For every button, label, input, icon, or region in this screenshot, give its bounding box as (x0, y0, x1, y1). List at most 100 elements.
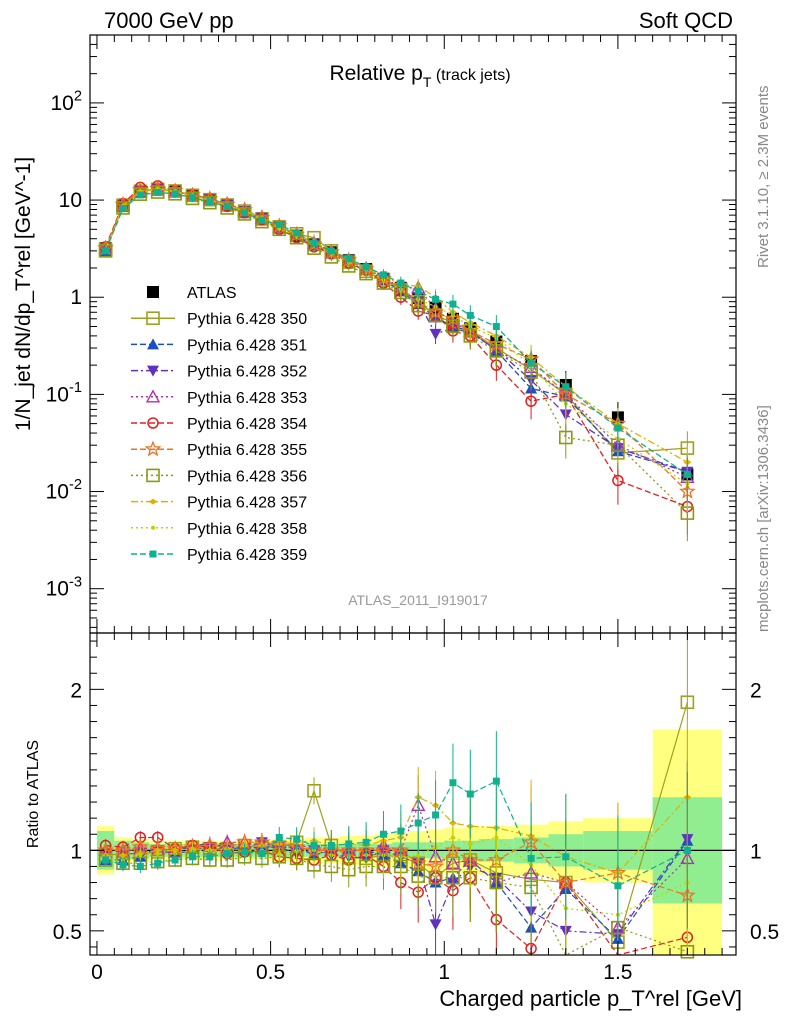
data-point (379, 271, 387, 279)
data-point (432, 295, 440, 303)
ratio-point (449, 779, 457, 787)
ratio-y-tick-label: 0.5 (53, 921, 82, 944)
data-point (188, 194, 196, 202)
data-point (362, 263, 370, 271)
data-point (136, 191, 144, 199)
x-axis-label: Charged particle p_T^rel [GeV] (439, 986, 742, 1011)
legend-label: Pythia 6.428 356 (187, 468, 307, 485)
data-point (241, 209, 249, 217)
series-1 (98, 182, 695, 478)
ratio-point (432, 811, 440, 819)
ratio-point (277, 851, 282, 856)
ratio-point (310, 842, 318, 850)
data-point (466, 311, 474, 319)
data-point (612, 474, 624, 487)
ratio-point (188, 853, 196, 861)
ratio-point (155, 851, 160, 856)
legend-marker (145, 389, 161, 403)
ratio-series-9 (102, 731, 691, 955)
ratio-line (105, 836, 688, 916)
data-point (527, 359, 535, 367)
ratio-y-tick-label-right: 0.5 (750, 921, 779, 944)
ratio-point (680, 695, 695, 710)
ratio-point (206, 853, 214, 861)
main-frame (89, 34, 737, 634)
process-label: Soft QCD (638, 8, 733, 33)
ratio-panel: 0.5 0.5 1 1 2 2 0 0.5 1 1.5 Ratio to ATLAS Charged … (25, 632, 779, 1011)
ratio-point (450, 835, 455, 840)
legend-label: Pythia 6.428 355 (187, 442, 307, 459)
x-tick-label: 1.5 (603, 961, 632, 984)
chart-title: Relative pT (track jets) (329, 62, 510, 90)
ratio-point (527, 854, 535, 862)
ratio-point (414, 819, 422, 827)
legend-label: Pythia 6.428 350 (187, 311, 307, 328)
ratio-series-0 (98, 633, 695, 955)
ratio-point (492, 777, 500, 785)
data-point (102, 247, 110, 255)
data-point (293, 229, 301, 237)
data-point (683, 470, 691, 478)
data-point (345, 255, 353, 263)
x-tick-label: 1 (438, 961, 450, 984)
ratio-point (223, 850, 231, 858)
legend-marker (151, 525, 155, 530)
data-point (492, 322, 500, 330)
main-y-tick-label: 10-1 (46, 380, 82, 406)
data-point (562, 383, 570, 391)
legend-marker (144, 440, 162, 457)
ratio-point (468, 841, 473, 846)
legend-label: Pythia 6.428 351 (187, 337, 307, 354)
legend-marker (147, 338, 159, 350)
main-y-tick-label: 10 (59, 189, 82, 212)
ratio-point (293, 835, 301, 843)
legend-label: Pythia 6.428 357 (187, 495, 307, 512)
legend-label: ATLAS (187, 285, 237, 302)
ratio-frame (89, 632, 737, 956)
data-point (275, 221, 283, 229)
ratio-point (154, 859, 162, 867)
data-point (559, 430, 573, 445)
series-line (104, 188, 688, 478)
ratio-y-tick-label-right: 1 (750, 840, 762, 863)
main-y-tick-label: 10-2 (46, 477, 82, 503)
ratio-point (327, 842, 335, 850)
ratio-point (466, 790, 474, 798)
data-point (206, 198, 214, 206)
main-y-tick-label: 102 (50, 88, 82, 114)
ratio-point (345, 840, 353, 848)
legend-marker (147, 286, 159, 298)
ratio-point (136, 862, 144, 870)
x-tick-label: 0.5 (256, 961, 285, 984)
ratio-point (241, 848, 249, 856)
ratio-point (397, 827, 405, 835)
analysis-tag: ATLAS_2011_I919017 (348, 592, 488, 608)
ratio-point (275, 833, 283, 841)
legend-marker (146, 468, 160, 483)
data-point (203, 195, 217, 210)
data-point (614, 424, 622, 432)
ratio-point (379, 830, 387, 838)
data-point (449, 300, 457, 308)
legend-marker (147, 365, 159, 377)
ratio-point (171, 856, 179, 864)
legend-marker (146, 311, 160, 326)
ratio-y-tick-label: 2 (70, 679, 82, 702)
x-tick-label: 0 (91, 961, 103, 984)
data-point (429, 328, 442, 340)
legend-marker (147, 417, 159, 429)
legend-label: Pythia 6.428 358 (187, 521, 307, 538)
legend-label: Pythia 6.428 354 (187, 416, 307, 433)
data-point (258, 216, 266, 224)
data-point (154, 188, 162, 196)
data-point (310, 239, 318, 247)
data-point (397, 279, 405, 287)
data-point (98, 244, 113, 258)
main-panel: Relative pT (track jets) 1/N_jet dN/dp_T^… (12, 34, 737, 634)
ratio-point (138, 853, 143, 858)
data-point (119, 204, 127, 212)
data-point (414, 287, 422, 295)
ratio-point (362, 838, 370, 846)
data-point (327, 247, 335, 255)
